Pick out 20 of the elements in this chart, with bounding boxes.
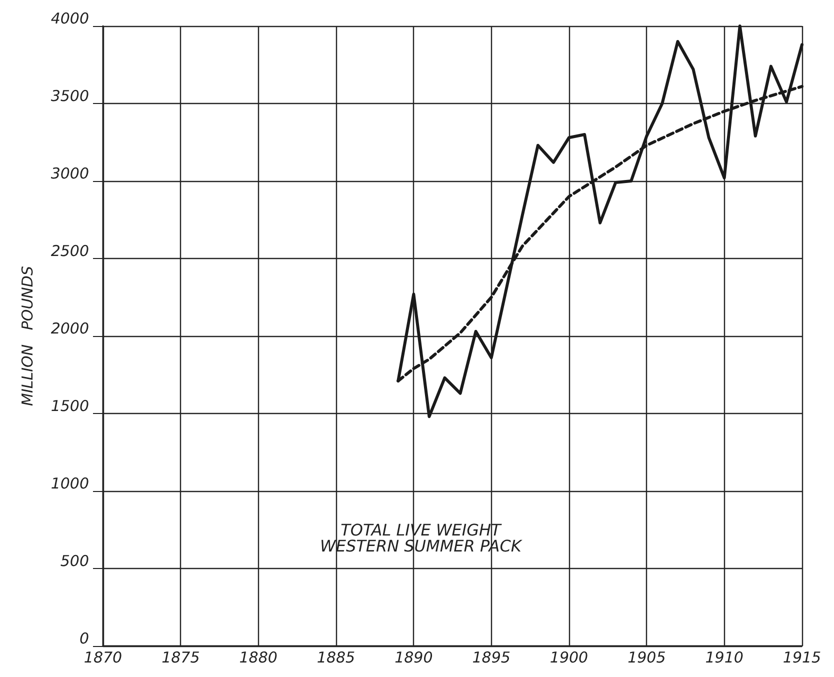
x-tick-label: 1885 xyxy=(316,648,356,666)
x-tick-label: 1905 xyxy=(628,648,666,666)
x-tick-label: 1880 xyxy=(239,648,278,666)
x-tick-label: 1875 xyxy=(162,648,200,666)
y-tick-label: 0 xyxy=(79,630,89,648)
x-tick-label: 1910 xyxy=(705,648,744,666)
y-tick-label: 1500 xyxy=(50,397,89,415)
x-tick-label: 1915 xyxy=(782,648,822,666)
y-tick-label: 3500 xyxy=(50,87,89,105)
y-axis-title: MILLION POUNDS xyxy=(18,266,36,406)
x-tick-label: 1900 xyxy=(550,648,588,666)
y-tick-label: 500 xyxy=(60,552,89,570)
x-tick-label: 1870 xyxy=(84,648,122,666)
y-tick-label: 2500 xyxy=(50,242,89,260)
y-tick-label: 2000 xyxy=(50,320,89,338)
y-tick-label: 1000 xyxy=(50,474,89,492)
x-tick-label: 1895 xyxy=(472,648,510,666)
y-tick-label: 4000 xyxy=(50,10,89,28)
x-tick-label: 1890 xyxy=(394,648,433,666)
y-tick-label: 3000 xyxy=(50,164,89,182)
